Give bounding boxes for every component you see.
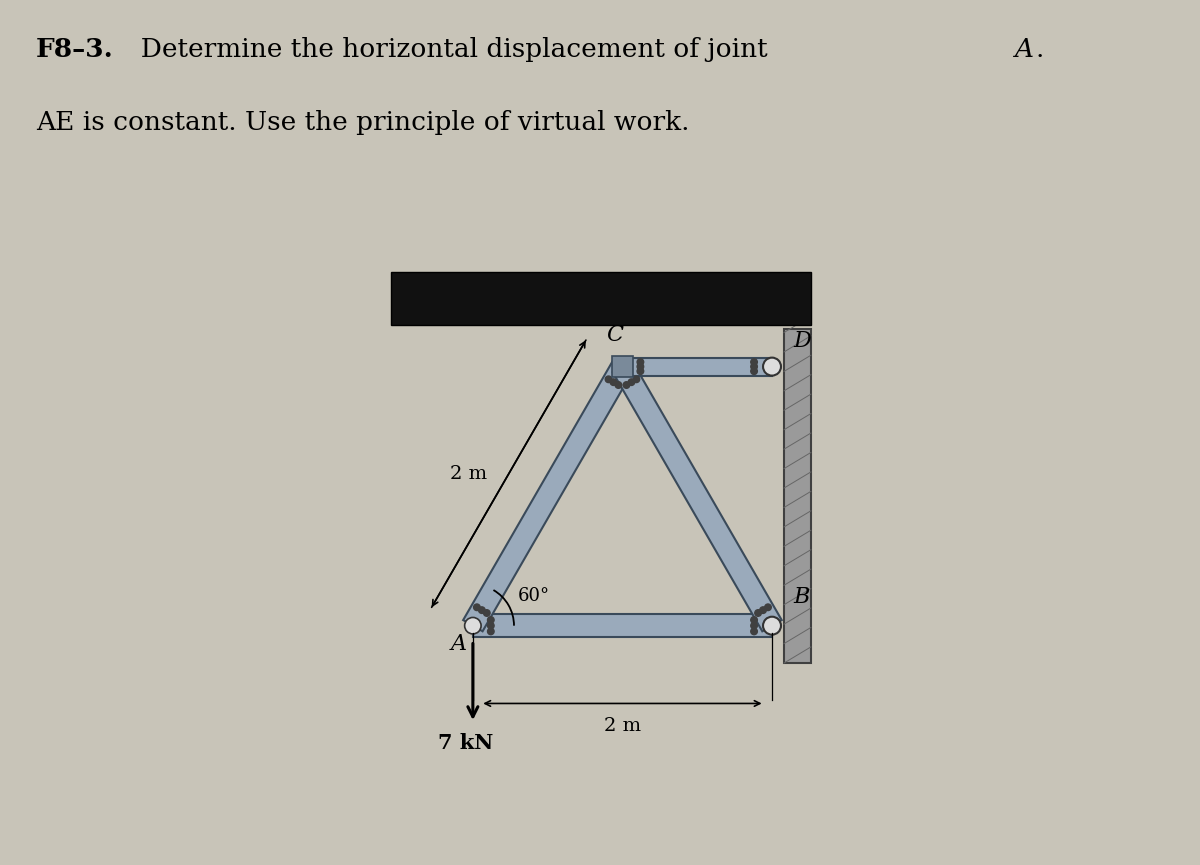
Circle shape	[484, 610, 490, 616]
Circle shape	[487, 623, 494, 629]
Text: 60°: 60°	[517, 586, 550, 605]
Text: B: B	[793, 586, 809, 608]
Circle shape	[487, 617, 494, 624]
Circle shape	[637, 368, 643, 375]
Circle shape	[479, 607, 485, 613]
Bar	[612, 356, 632, 377]
Circle shape	[637, 363, 643, 370]
Text: C: C	[606, 324, 624, 346]
Polygon shape	[473, 614, 772, 637]
Circle shape	[637, 359, 643, 365]
Circle shape	[760, 607, 767, 613]
Text: A: A	[1014, 36, 1033, 61]
Circle shape	[628, 379, 635, 386]
Circle shape	[634, 376, 640, 382]
Text: Determine the horizontal displacement of joint: Determine the horizontal displacement of…	[124, 36, 775, 61]
Circle shape	[623, 381, 630, 388]
Text: D: D	[793, 330, 811, 352]
Circle shape	[751, 617, 757, 624]
Text: AE is constant. Use the principle of virtual work.: AE is constant. Use the principle of vir…	[36, 110, 690, 135]
Circle shape	[751, 363, 757, 370]
Polygon shape	[613, 361, 781, 631]
Text: .: .	[1036, 36, 1044, 61]
Circle shape	[751, 623, 757, 629]
Circle shape	[755, 610, 761, 616]
Circle shape	[487, 628, 494, 635]
Bar	[784, 330, 811, 663]
Bar	[390, 272, 811, 324]
Circle shape	[464, 618, 481, 634]
Text: F8–3.: F8–3.	[36, 36, 114, 61]
Circle shape	[605, 376, 612, 382]
Polygon shape	[463, 361, 632, 631]
Circle shape	[764, 604, 772, 611]
Text: 2 m: 2 m	[604, 717, 641, 735]
Circle shape	[751, 368, 757, 375]
Circle shape	[751, 359, 757, 365]
Circle shape	[763, 617, 781, 635]
Circle shape	[763, 357, 781, 375]
Text: A: A	[451, 633, 467, 655]
Circle shape	[616, 381, 622, 388]
Text: 2 m: 2 m	[450, 465, 487, 483]
Circle shape	[610, 379, 617, 386]
Circle shape	[751, 628, 757, 635]
Circle shape	[474, 604, 480, 611]
Polygon shape	[623, 357, 772, 375]
Text: 7 kN: 7 kN	[438, 734, 493, 753]
